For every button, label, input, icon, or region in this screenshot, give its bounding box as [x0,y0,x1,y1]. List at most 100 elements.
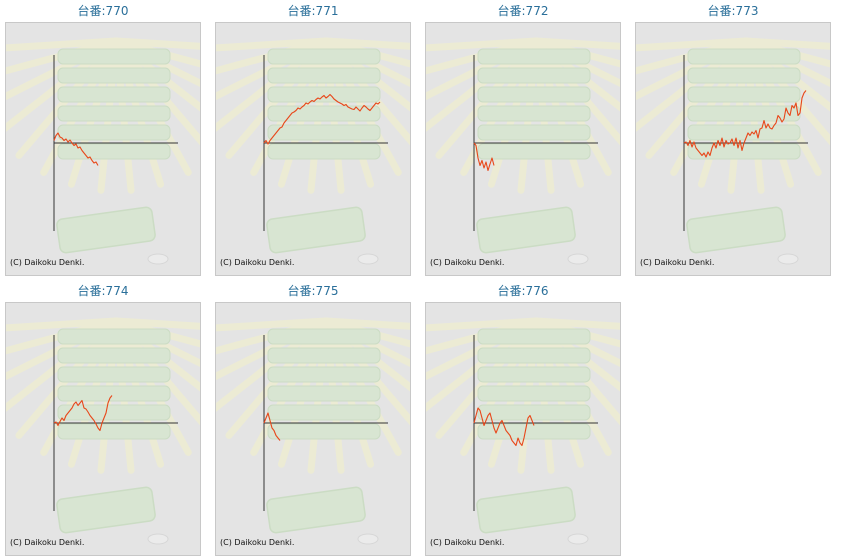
copyright-label: (C) Daikoku Denki. [430,538,505,547]
chart-title-775[interactable]: 台番:775 [287,284,339,298]
chart-title-776[interactable]: 台番:776 [497,284,549,298]
background-stack-layer [477,124,591,141]
background-ray [426,37,540,75]
chart-svg-772 [426,37,620,265]
background-ray [6,37,120,52]
copyright-label: (C) Daikoku Denki. [430,258,505,267]
series-line [53,132,99,166]
background-stack-layer [57,385,171,402]
background-ray [636,37,750,75]
background-tray [266,486,366,534]
chart-title-774[interactable]: 台番:774 [77,284,129,298]
background-stack-layer [477,385,591,402]
background-stack-layer [267,366,381,383]
chart-title-770[interactable]: 台番:770 [77,4,129,18]
background-stack-layer [57,48,171,65]
background-ray [532,37,620,68]
background-stack-layer [687,67,801,84]
background-stack-layer [477,143,591,160]
background-stack-layer [57,124,171,141]
copyright-label: (C) Daikoku Denki. [10,258,85,267]
background-ray [742,37,830,50]
background-coin [147,253,169,265]
background-coin [147,533,169,545]
background-ray [322,317,410,348]
chart-title-772[interactable]: 台番:772 [497,4,549,18]
background-coin [357,253,379,265]
copyright-label: (C) Daikoku Denki. [220,538,295,547]
background-ray [6,317,120,332]
background-stack-layer [267,105,381,122]
background-ray [532,37,620,50]
background-stack-layer [267,124,381,141]
background-coin [777,253,799,265]
chart-panel-771: (C) Daikoku Denki. [215,22,411,276]
background-coin [567,533,589,545]
background-tray [266,206,366,254]
background-ray [636,37,750,52]
chart-svg-775 [216,317,410,545]
series-line [263,93,381,145]
background-stack-layer [687,86,801,103]
chart-panel-775: (C) Daikoku Denki. [215,302,411,556]
background-ray [322,37,410,68]
background-stack-layer [57,143,171,160]
background-stack-layer [57,67,171,84]
background-ray [532,317,620,348]
copyright-label: (C) Daikoku Denki. [640,258,715,267]
background-ray [112,37,200,50]
background-ray [216,317,330,332]
background-ray [742,37,830,68]
background-ray [322,317,410,330]
background-ray [216,37,330,75]
background-artwork [426,37,620,265]
background-tray [686,206,786,254]
background-stack-layer [57,404,171,421]
background-stack-layer [267,143,381,160]
chart-svg-770 [6,37,200,265]
background-artwork [636,37,830,265]
series-line [473,142,495,172]
chart-panel-770: (C) Daikoku Denki. [5,22,201,276]
background-ray [112,317,200,348]
background-stack-layer [267,404,381,421]
background-ray [426,317,540,355]
background-stack-layer [477,366,591,383]
background-ray [112,317,200,330]
background-stack-layer [477,423,591,440]
series-line [473,407,535,447]
background-tray [476,206,576,254]
series-line [683,90,807,158]
background-stack-layer [477,328,591,345]
chart-title-773[interactable]: 台番:773 [707,4,759,18]
background-stack-layer [267,86,381,103]
background-stack-layer [267,385,381,402]
background-stack-layer [267,328,381,345]
background-stack-layer [57,366,171,383]
background-stack-layer [477,347,591,364]
background-stack-layer [687,48,801,65]
background-stack-layer [57,423,171,440]
background-stack-layer [687,143,801,160]
background-ray [216,317,330,355]
copyright-label: (C) Daikoku Denki. [220,258,295,267]
background-ray [426,317,540,332]
background-ray [322,37,410,50]
background-artwork [6,317,200,545]
background-stack-layer [267,423,381,440]
background-tray [476,486,576,534]
background-stack-layer [267,48,381,65]
background-stack-layer [687,124,801,141]
background-ray [532,317,620,330]
background-artwork [6,37,200,265]
chart-svg-774 [6,317,200,545]
background-stack-layer [267,347,381,364]
background-ray [6,37,120,75]
chart-panel-773: (C) Daikoku Denki. [635,22,831,276]
background-tray [56,206,156,254]
background-stack-layer [57,105,171,122]
background-stack-layer [477,86,591,103]
background-stack-layer [687,105,801,122]
background-ray [216,37,330,52]
chart-title-771[interactable]: 台番:771 [287,4,339,18]
